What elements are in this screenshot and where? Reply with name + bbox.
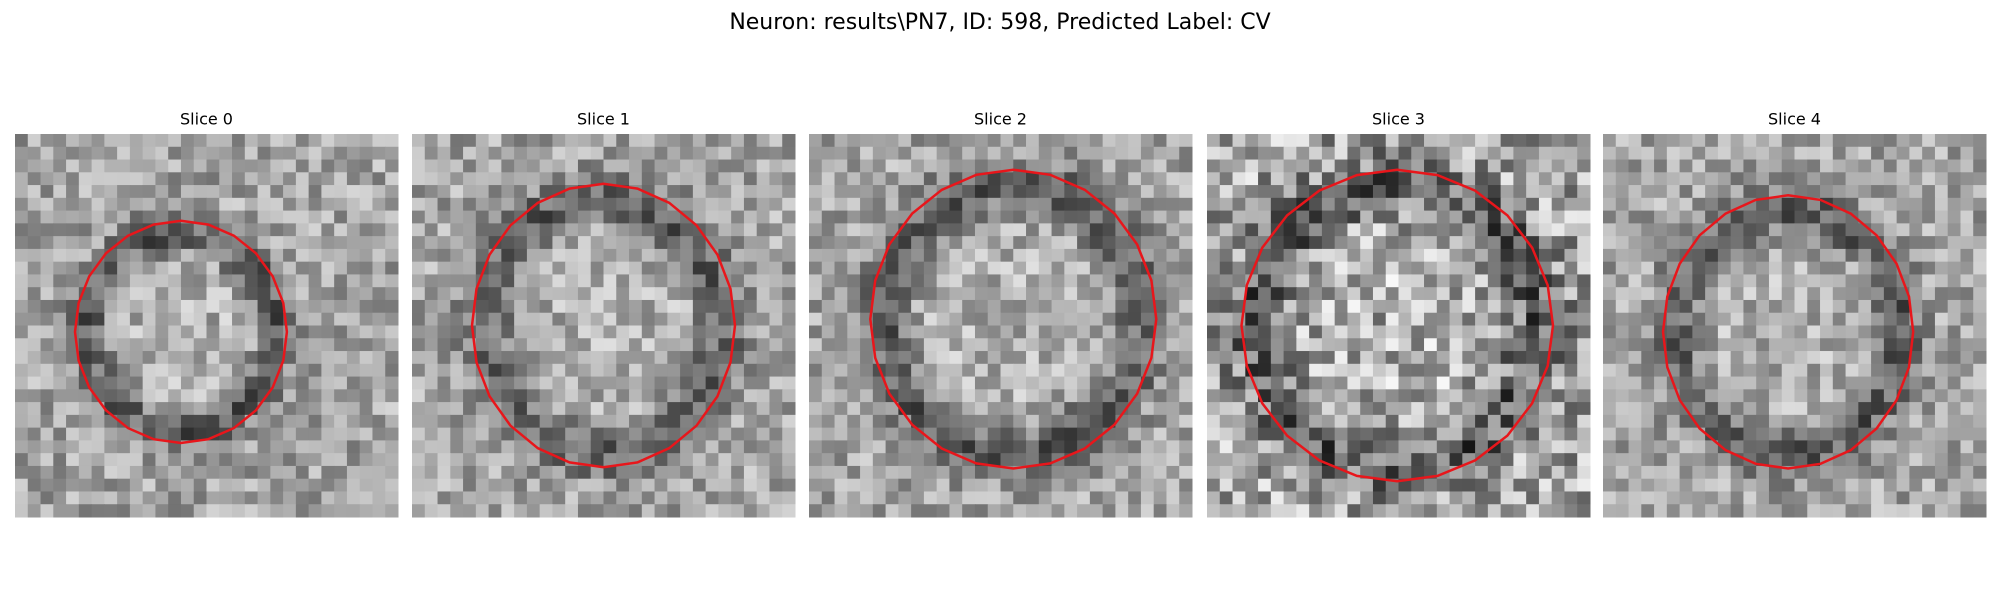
slice-panel <box>809 134 1193 518</box>
slice-title: Slice 3 <box>1372 110 1425 129</box>
slice-title: Slice 0 <box>180 110 233 129</box>
slice-panel <box>1603 134 1987 518</box>
contour <box>869 168 1158 470</box>
slice-panel <box>15 134 399 518</box>
slice-image <box>15 134 399 518</box>
slice-title: Slice 2 <box>974 110 1027 129</box>
slice-image <box>1207 134 1591 518</box>
contour <box>73 219 289 445</box>
slice-image <box>809 134 1193 518</box>
slice-image <box>1603 134 1987 518</box>
contour <box>1661 194 1915 470</box>
slice-title: Slice 1 <box>577 110 630 129</box>
slice-image <box>412 134 796 518</box>
contour <box>1240 168 1555 483</box>
figure-title: Neuron: results\PN7, ID: 598, Predicted … <box>729 10 1270 35</box>
slice-title: Slice 4 <box>1768 110 1821 129</box>
slice-panel <box>1207 134 1591 518</box>
contour <box>470 182 737 469</box>
slice-panel <box>412 134 796 518</box>
